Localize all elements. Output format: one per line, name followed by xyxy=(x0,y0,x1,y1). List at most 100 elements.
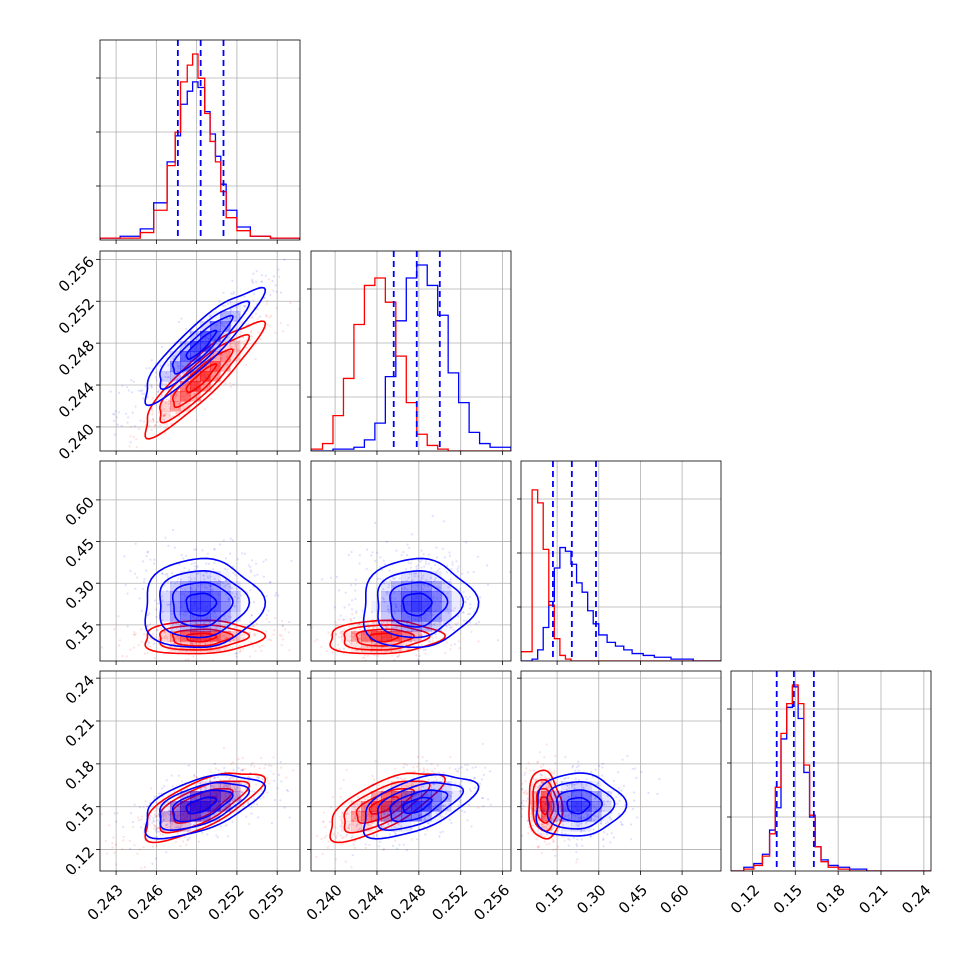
sample-point xyxy=(552,815,556,818)
sample-point xyxy=(173,820,176,823)
sample-point xyxy=(543,840,546,843)
sample-point xyxy=(137,819,141,822)
sample-point xyxy=(615,795,618,798)
sample-point xyxy=(150,386,153,389)
sample-point xyxy=(112,836,115,839)
sample-point xyxy=(233,798,236,801)
sample-point xyxy=(484,766,487,769)
sample-point xyxy=(428,640,431,644)
sample-point xyxy=(156,420,159,424)
sample-point xyxy=(431,640,434,643)
sample-point xyxy=(253,790,256,794)
sample-point xyxy=(601,774,604,777)
sample-point xyxy=(528,825,531,828)
sample-point xyxy=(171,667,173,669)
sample-point xyxy=(337,643,340,647)
sample-point xyxy=(121,654,124,658)
sample-point xyxy=(390,800,393,803)
sample-point xyxy=(155,827,158,831)
sample-point xyxy=(187,380,190,383)
sample-point xyxy=(228,811,231,814)
sample-point xyxy=(249,570,253,574)
sample-point xyxy=(554,762,557,765)
density-cell xyxy=(451,791,462,802)
density-cell xyxy=(230,601,241,612)
sample-point xyxy=(433,623,436,626)
sample-point xyxy=(163,636,166,639)
sample-point xyxy=(245,363,248,366)
sample-point xyxy=(216,582,219,586)
sample-point xyxy=(323,836,326,839)
sample-point xyxy=(387,823,390,826)
sample-point xyxy=(359,636,362,639)
sample-point xyxy=(416,779,419,783)
sample-point xyxy=(191,643,194,646)
sample-point xyxy=(542,764,545,767)
sample-point xyxy=(216,636,219,640)
sample-point xyxy=(405,797,408,800)
sample-point xyxy=(275,307,278,310)
sample-point xyxy=(163,812,166,815)
density-cell xyxy=(401,811,412,822)
sample-point xyxy=(170,581,173,584)
sample-point xyxy=(538,784,542,787)
sample-point xyxy=(270,822,273,825)
sample-point xyxy=(260,790,263,793)
sample-point xyxy=(155,844,158,847)
sample-point xyxy=(141,392,144,395)
sample-point xyxy=(555,848,558,851)
sample-point xyxy=(620,823,623,826)
sample-point xyxy=(570,782,573,786)
sample-point xyxy=(423,565,426,568)
sample-point xyxy=(203,811,206,814)
sample-point xyxy=(237,597,240,600)
sample-point xyxy=(379,556,382,559)
sample-point xyxy=(538,805,541,809)
sample-point xyxy=(400,825,403,828)
sample-point xyxy=(166,603,169,606)
sample-point xyxy=(412,766,415,769)
density-cell xyxy=(170,591,181,602)
sample-point xyxy=(382,636,385,639)
sample-point xyxy=(131,411,134,414)
sample-point xyxy=(216,836,219,839)
blue-contour-0 xyxy=(402,592,433,617)
sample-point xyxy=(545,743,548,746)
sample-point xyxy=(167,809,170,812)
sample-point xyxy=(328,820,331,824)
sample-point xyxy=(188,579,191,583)
sample-point xyxy=(606,800,609,803)
sample-point xyxy=(482,773,485,777)
sample-point xyxy=(420,549,423,552)
sample-point xyxy=(524,780,527,783)
sample-point xyxy=(268,324,271,327)
sample-point xyxy=(315,834,319,838)
sample-point xyxy=(150,407,153,410)
density-cell xyxy=(220,361,231,372)
sample-point xyxy=(373,654,376,657)
sample-point xyxy=(596,815,600,818)
density-cell xyxy=(571,801,582,812)
sample-point xyxy=(344,835,347,838)
sample-point xyxy=(152,420,155,423)
sample-point xyxy=(193,775,196,778)
sample-point xyxy=(348,824,351,827)
sample-point xyxy=(568,838,571,841)
sample-point xyxy=(339,796,342,799)
sample-point xyxy=(353,635,356,638)
sample-point xyxy=(598,790,601,793)
sample-point xyxy=(355,649,358,652)
sample-point xyxy=(144,838,147,841)
sample-point xyxy=(165,779,168,782)
sample-point xyxy=(225,806,228,809)
sample-point xyxy=(155,801,158,804)
sample-point xyxy=(195,566,198,569)
sample-point xyxy=(308,596,310,598)
sample-point xyxy=(353,846,356,850)
sample-point xyxy=(547,777,551,780)
sample-point xyxy=(228,598,231,601)
sample-point xyxy=(538,751,542,754)
sample-point xyxy=(345,768,348,771)
sample-point xyxy=(242,802,245,805)
density-cell xyxy=(451,601,462,612)
